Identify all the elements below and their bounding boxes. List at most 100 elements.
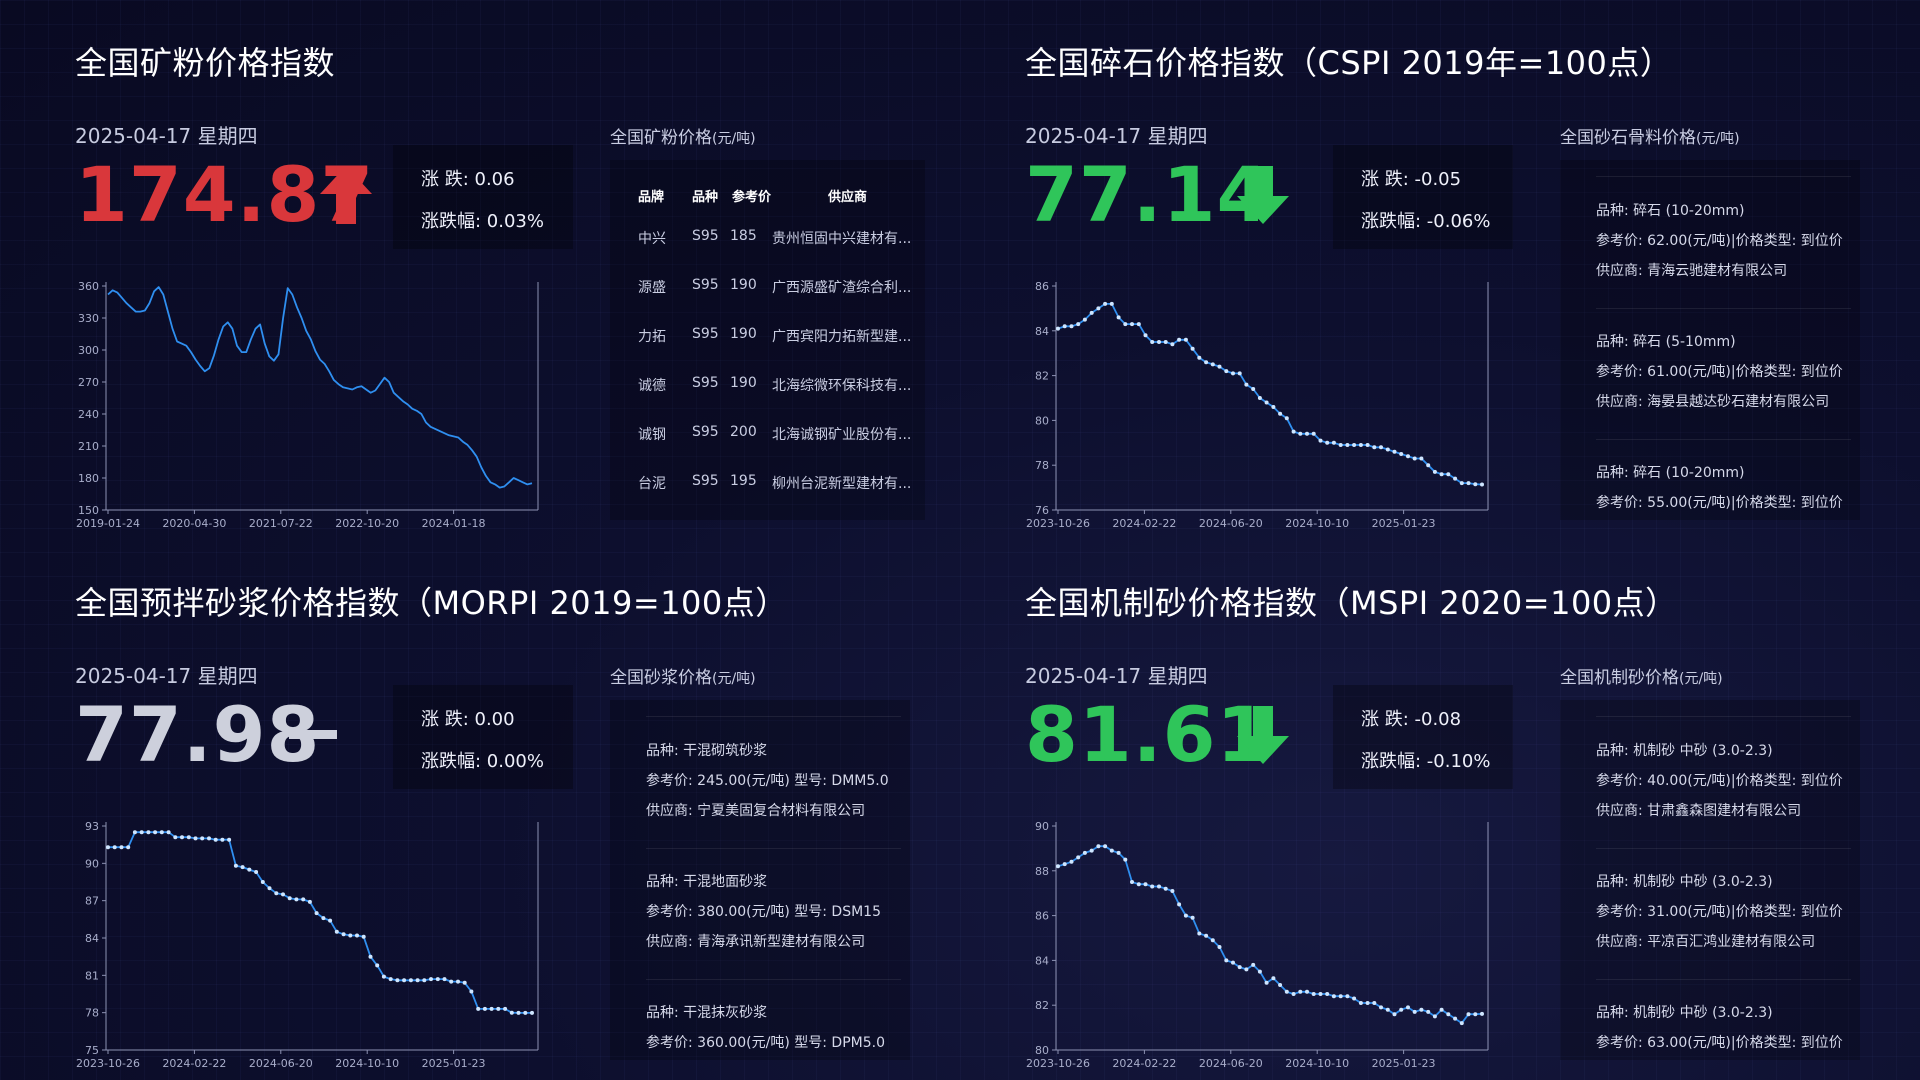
data-point [341,932,346,937]
list-item[interactable]: 品种: 碎石 (5-10mm) 参考价: 61.00(元/吨)|价格类型: 到位… [1596,327,1851,417]
list-item[interactable]: 品种: 机制砂 中砂 (3.0-2.3) 参考价: 63.00(元/吨)|价格类… [1596,998,1851,1060]
index-value: 77.98 [75,690,321,779]
panel-crushed-stone-index: 全国碎石价格指数（CSPI 2019年=100点） 2025-04-17 星期四… [950,0,1870,530]
item-variety: 品种: 机制砂 中砂 (3.0-2.3) [1596,1005,1773,1021]
data-point [126,845,131,850]
data-point [1432,469,1437,474]
data-point [1318,438,1323,443]
y-tick-label: 80 [1035,1044,1049,1057]
list-item[interactable]: 品种: 碎石 (10-20mm) 参考价: 55.00(元/吨)|价格类型: 到… [1596,458,1851,520]
data-point [1190,915,1195,920]
list-item[interactable]: 品种: 碎石 (10-20mm) 参考价: 62.00(元/吨)|价格类型: 到… [1596,196,1851,286]
panel-mortar-index: 全国预拌砂浆价格指数（MORPI 2019=100点） 2025-04-17 星… [0,540,920,1070]
item-variety: 品种: 干混抹灰砂浆 [646,1005,768,1021]
header-brand: 品牌 [638,190,665,205]
data-point [1439,1007,1444,1012]
y-tick-label: 78 [85,1007,99,1020]
list-item[interactable]: 品种: 干混砌筑砂浆 参考价: 245.00(元/吨) 型号: DMM5.0 供… [646,736,901,826]
data-point [186,835,191,840]
arrow-up-icon [320,166,372,224]
cell-price: 190 [730,277,757,293]
y-tick-label: 88 [1035,865,1049,878]
data-point [180,835,184,840]
data-point [247,867,252,872]
list-item[interactable]: 品种: 干混抹灰砂浆 参考价: 360.00(元/吨) 型号: DPM5.0 [646,998,901,1060]
data-point [200,836,205,841]
x-tick-label: 2024-02-22 [1112,1057,1176,1070]
x-tick-label: 2024-01-18 [422,517,486,530]
data-point [321,916,326,921]
y-tick-label: 90 [85,857,99,870]
item-variety: 品种: 碎石 (10-20mm) [1596,203,1745,219]
date-label: 2025-04-17 星期四 [1025,664,1208,688]
divider [1596,439,1851,440]
data-point [1257,396,1262,400]
x-tick-label: 2021-07-22 [249,517,313,530]
data-point [1257,969,1262,974]
data-point [112,845,117,850]
data-point [348,933,353,938]
dash-flat-icon [289,730,337,739]
data-point [1412,456,1417,461]
data-point [1459,481,1464,486]
data-point [213,837,218,842]
data-point [233,863,238,868]
y-tick-label: 86 [1035,280,1049,293]
data-point [1224,369,1229,374]
data-point [1150,884,1155,889]
cell-variety: S95 [692,473,719,489]
data-point [207,836,211,841]
price-list: 品种: 干混砌筑砂浆 参考价: 245.00(元/吨) 型号: DMM5.0 供… [610,700,910,1060]
cell-price: 190 [730,326,757,342]
data-point [1412,1009,1417,1014]
y-tick-label: 90 [1035,820,1049,833]
cell-brand: 台泥 [638,476,666,492]
list-item[interactable]: 品种: 机制砂 中砂 (3.0-2.3) 参考价: 40.00(元/吨)|价格类… [1596,736,1851,826]
data-point [1298,431,1303,436]
data-point [1466,1012,1471,1017]
data-point [1116,315,1121,320]
cell-variety: S95 [692,424,719,440]
price-section-title: 全国机制砂价格(元/吨) [1560,668,1723,688]
data-point [328,918,333,923]
cell-price: 190 [730,375,757,391]
y-tick-label: 86 [1035,910,1049,923]
data-point [1056,326,1060,331]
data-point [1466,481,1471,486]
x-tick-label: 2022-10-20 [335,517,399,530]
data-point [1365,1001,1370,1005]
data-point [1204,933,1209,938]
data-point [1109,848,1114,853]
y-tick-label: 84 [85,932,99,945]
y-tick-label: 300 [78,344,99,357]
data-point [254,870,259,874]
header-variety: 品种 [692,190,719,205]
cell-supplier: 广西源盛矿渣综合利... [772,280,912,296]
data-point [1217,945,1222,949]
data-point [1446,472,1451,477]
y-tick-label: 270 [78,376,99,389]
data-point [1204,360,1209,365]
data-point [1123,322,1128,327]
y-tick-label: 81 [85,969,99,982]
data-point [139,830,144,835]
cell-supplier: 贵州恒固中兴建材有... [772,231,912,247]
data-point [1345,994,1350,999]
divider [1596,848,1851,849]
data-point [260,880,265,884]
list-item[interactable]: 品种: 干混地面砂浆 参考价: 380.00(元/吨) 型号: DSM15 供应… [646,867,901,957]
x-tick-label: 2019-01-24 [76,517,140,530]
data-point [1291,992,1296,996]
data-point [1439,472,1444,477]
x-tick-label: 2024-02-22 [1112,517,1176,530]
data-point [1305,989,1309,994]
data-point [1406,454,1410,459]
data-point [1123,857,1128,862]
list-item[interactable]: 品种: 机制砂 中砂 (3.0-2.3) 参考价: 31.00(元/吨)|价格类… [1596,867,1851,957]
item-variety: 品种: 碎石 (5-10mm) [1596,334,1736,350]
data-point [119,845,124,850]
data-point [1345,443,1350,447]
arrow-down-icon [1237,166,1289,224]
item-supplier: 供应商: 青海承讯新型建材有限公司 [646,934,866,950]
data-point [1109,301,1114,306]
